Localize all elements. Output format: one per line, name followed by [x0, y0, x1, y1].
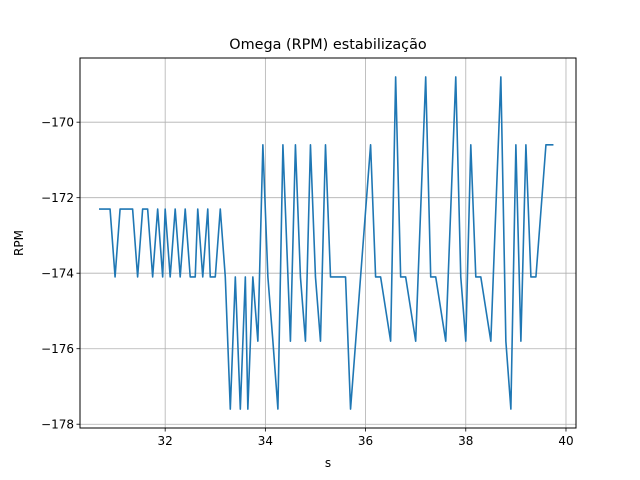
x-axis-title: s	[325, 456, 331, 470]
series-layer	[99, 76, 554, 410]
x-tick-label: 36	[358, 434, 373, 448]
x-tick-labels: 32 34 36 38 40	[158, 434, 574, 448]
plot-frame	[79, 57, 577, 429]
y-tick-label: −170	[41, 116, 74, 130]
y-tick-label: −178	[41, 418, 74, 432]
tick-marks	[76, 121, 567, 432]
y-tick-labels: −178 −176 −174 −172 −170	[41, 116, 74, 432]
x-tick-label: 32	[158, 434, 173, 448]
y-tick-label: −174	[41, 267, 74, 281]
x-tick-label: 34	[258, 434, 273, 448]
chart-title: Omega (RPM) estabilização	[229, 37, 427, 53]
x-tick-label: 40	[558, 434, 573, 448]
y-axis-title: RPM	[12, 230, 26, 256]
series-line	[99, 76, 554, 410]
x-tick-label: 38	[458, 434, 473, 448]
y-tick-label: −172	[41, 191, 74, 205]
y-tick-label: −176	[41, 342, 74, 356]
